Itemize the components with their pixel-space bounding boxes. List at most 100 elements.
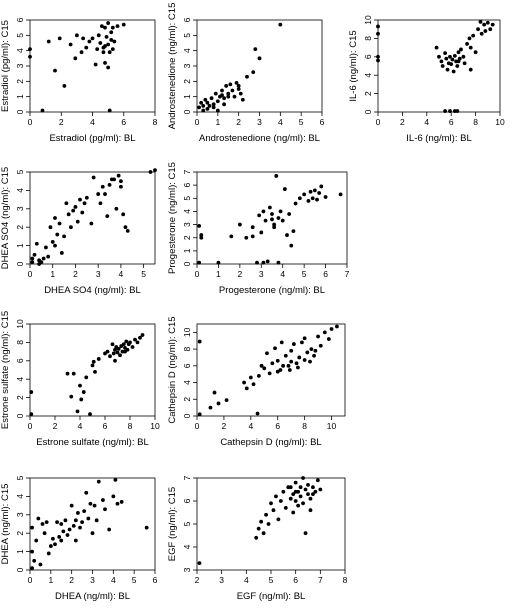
data-point [224,84,229,88]
plot-frame [196,19,323,113]
data-point [319,184,324,189]
y-tick-label: 2 [15,531,25,536]
x-tick-label: 2 [53,421,58,431]
data-point [329,327,334,331]
data-point [199,235,204,240]
data-point [75,409,80,414]
data-point [296,503,301,508]
y-tick-label: 2 [363,91,373,96]
plot-frame [29,171,156,265]
data-point [293,201,298,206]
data-point [111,494,116,499]
data-point [440,64,445,68]
data-point [213,91,218,96]
x-tick-label: 0 [28,269,33,279]
data-point [107,108,112,113]
x-tick-label: 6 [275,421,280,431]
y-tick-label: 6 [182,498,192,503]
data-point [55,520,59,525]
data-point [205,100,210,105]
data-point [285,233,289,237]
data-point [87,39,92,44]
data-point [318,343,323,348]
plot-frame [196,171,348,265]
data-point [82,201,87,206]
x-tick-label: 5 [269,575,274,585]
y-tick-label: 4 [363,73,373,78]
data-point [232,94,237,99]
data-point [279,340,284,345]
x-tick-label: 3 [257,117,262,127]
y-tick-label: 7 [182,475,192,480]
data-point [302,192,307,197]
x-tick-label: 4 [111,575,116,585]
y-axis-label: Cathepsin D (ng/ml): C15 [167,316,178,423]
data-point [490,22,495,27]
y-tick-label: 5 [15,169,25,174]
data-point [110,25,115,30]
data-point [301,501,305,506]
data-point [316,334,320,339]
data-point [197,339,202,344]
data-point [248,375,253,380]
data-point [216,401,221,406]
data-point [84,375,89,380]
data-point [55,232,60,237]
data-point [278,22,283,27]
data-point [273,346,277,351]
data-point [308,496,313,501]
y-tick-label: 6 [363,54,373,59]
data-point [207,103,212,108]
y-tick-label: 10 [182,327,192,337]
y-tick-label: 0 [15,567,25,572]
x-axis-label: Progesterone (ng/ml): BL [219,285,325,296]
data-point [57,534,62,539]
data-point [240,97,245,102]
data-point [244,386,249,391]
x-tick-label: 4 [280,269,285,279]
data-point [71,523,76,528]
data-point [237,222,242,227]
data-point [450,57,455,62]
x-tick-label: 0 [376,117,381,127]
y-tick-label: 8 [363,36,373,41]
data-point [288,496,293,501]
data-point [73,205,78,209]
data-point [59,538,64,543]
data-point [130,345,135,349]
data-point [211,102,216,107]
y-tick-label: 5 [182,33,192,38]
data-point [313,489,318,494]
x-tick-label: 6 [320,117,325,127]
y-tick-label: 0 [15,413,25,418]
data-point [272,222,277,227]
y-tick-label: 2 [15,79,25,84]
x-tick-label: 5 [302,269,307,279]
y-tick-label: 3 [182,222,192,227]
x-tick-label: 0 [195,269,200,279]
data-point [439,59,444,64]
data-point [473,50,478,55]
data-point [199,233,204,237]
data-point [209,96,214,101]
data-point [109,38,114,42]
data-point [451,69,456,74]
data-point [208,405,213,410]
scatter-panel-5: 0 1 2 3 4 5 6 7 0 1 2 3 4 5 6 7 Progesterone (ng/ml): BL… [167,162,350,296]
x-axis-label: DHEA SO4 (ng/ml): BL [44,285,141,296]
data-point [79,397,84,402]
x-tick-label: 4 [244,575,249,585]
x-tick-label: 2 [69,575,74,585]
data-point [478,19,483,24]
x-axis-label: Cathepsin D (ng/ml): BL [220,437,321,448]
data-point [80,210,85,215]
x-tick-label: 3 [259,269,264,279]
data-point [113,477,118,482]
data-point [270,212,274,216]
data-point [488,27,493,32]
data-point [261,209,266,214]
x-tick-label: 4 [248,421,253,431]
data-point [84,195,89,200]
x-tick-label: 3 [219,575,224,585]
